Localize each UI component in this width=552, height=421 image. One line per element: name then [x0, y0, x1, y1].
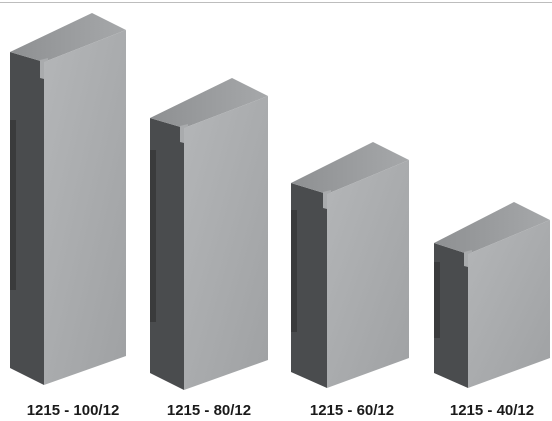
profile-block-100 [10, 13, 126, 385]
profile-label-40: 1215 - 40/12 [449, 402, 535, 419]
profile-block-40 [434, 202, 550, 388]
profile-label-80: 1215 - 80/12 [166, 402, 252, 419]
profile-block-80 [150, 78, 268, 390]
profile-label-60: 1215 - 60/12 [309, 402, 395, 419]
top-divider [0, 2, 552, 3]
profile-block-60 [291, 142, 409, 388]
profile-label-100: 1215 - 100/12 [26, 402, 120, 419]
